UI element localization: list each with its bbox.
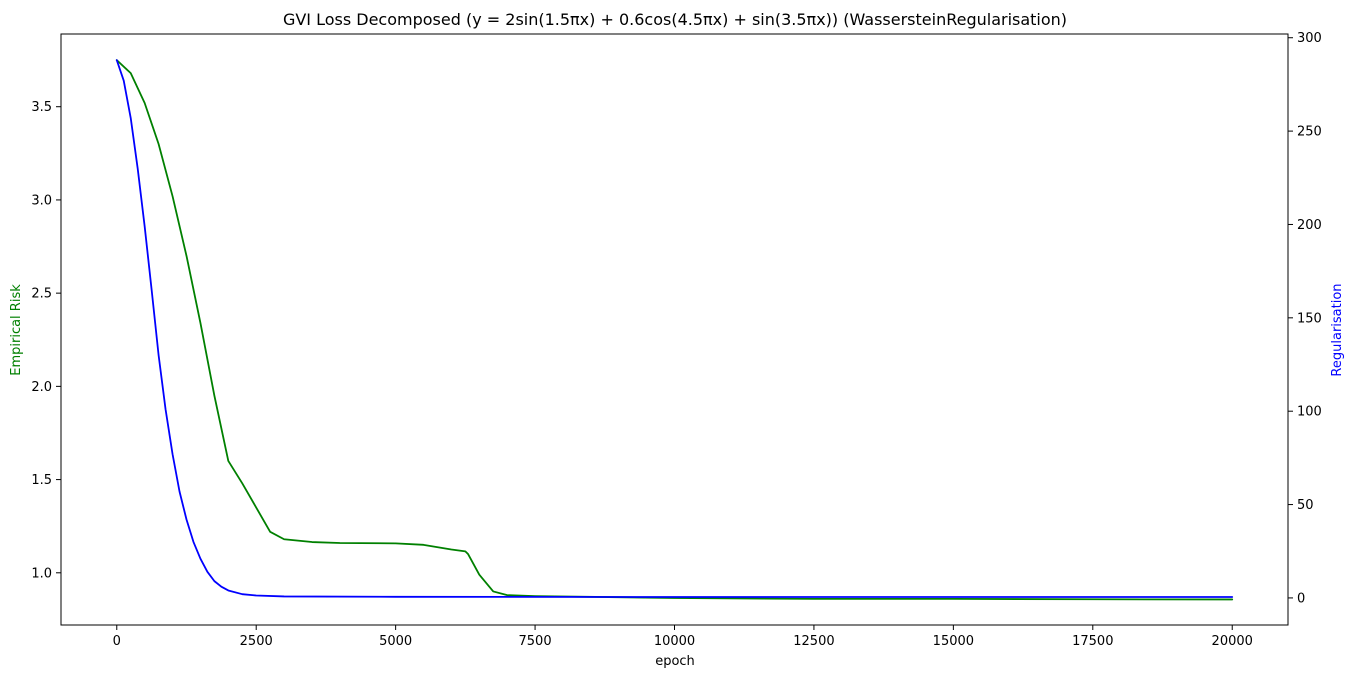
x-tick-label: 2500	[240, 634, 273, 649]
y-right-tick-label: 200	[1297, 218, 1322, 233]
y-left-tick-label: 2.5	[31, 287, 52, 302]
y-left-tick-label: 1.5	[31, 473, 52, 488]
x-axis-ticks: 0 2500 5000 7500 10000 12500 15000 17500 20000	[113, 625, 1253, 649]
y-right-axis-ticks: 0 50 100 150 200 250 300	[1288, 31, 1322, 606]
x-tick-label: 5000	[379, 634, 412, 649]
x-tick-label: 12500	[793, 634, 834, 649]
y-left-tick-label: 3.5	[31, 100, 52, 115]
x-tick-label: 7500	[519, 634, 552, 649]
plot-frame	[60, 33, 1289, 626]
y-left-tick-label: 1.0	[31, 566, 52, 581]
y-right-tick-label: 300	[1297, 31, 1322, 46]
y-right-tick-label: 250	[1297, 125, 1322, 140]
x-tick-label: 0	[113, 634, 121, 649]
y-left-axis-ticks: 1.0 1.5 2.0 2.5 3.0 3.5	[31, 100, 61, 581]
series-layer	[115, 59, 1234, 601]
y-left-axis-title: Empirical Risk	[9, 284, 24, 376]
x-tick-label: 17500	[1072, 634, 1113, 649]
y-left-tick-label: 2.0	[31, 380, 52, 395]
empirical-risk-line	[115, 59, 1234, 601]
regularisation-line	[115, 59, 1234, 598]
y-right-tick-label: 150	[1297, 311, 1322, 326]
y-right-tick-label: 50	[1297, 498, 1314, 513]
y-right-axis-title: Regularisation	[1330, 283, 1345, 376]
y-left-tick-label: 3.0	[31, 193, 52, 208]
y-right-tick-label: 0	[1297, 591, 1305, 606]
chart-title: GVI Loss Decomposed (y = 2sin(1.5πx) + 0…	[283, 10, 1067, 29]
x-axis-title: epoch	[655, 654, 695, 669]
x-tick-label: 20000	[1212, 634, 1253, 649]
x-tick-label: 15000	[933, 634, 974, 649]
y-right-tick-label: 100	[1297, 405, 1322, 420]
x-tick-label: 10000	[654, 634, 695, 649]
